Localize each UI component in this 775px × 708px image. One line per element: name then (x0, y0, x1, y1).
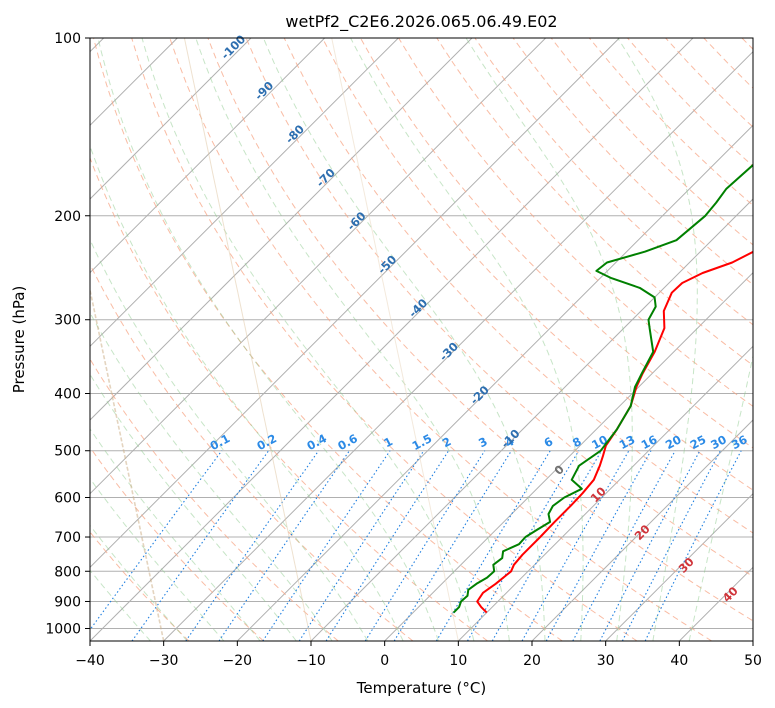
isotherm--100 (90, 38, 252, 200)
mixing-ratio-label: 13 (617, 432, 638, 452)
mixing-ratio-label: 30 (708, 432, 729, 452)
isotherm--80 (90, 38, 399, 348)
moist-adiabat-35 (617, 38, 698, 641)
mixing-ratio-line-12 (521, 450, 630, 641)
plot-area (90, 38, 753, 641)
x-axis-ticks: −40 −30 −20 −10 0 10 20 30 40 50 (75, 641, 762, 669)
moist-adiabat--15 (90, 373, 297, 641)
x-tick-label: 0 (380, 653, 389, 669)
mixing-ratio-line-5 (298, 450, 425, 641)
y-tick-label: 900 (54, 594, 81, 610)
dry-adiabat-40 (169, 38, 712, 641)
dry-adiabat-30 (131, 38, 638, 641)
mixing-ratio-line-0 (90, 450, 223, 631)
y-tick-label: 700 (54, 530, 81, 546)
isotherm-10 (457, 345, 753, 641)
dry-adiabat-60 (245, 38, 753, 578)
dewpoint-line (452, 163, 753, 614)
moist-adiabat-0 (90, 144, 404, 641)
x-tick-label: 20 (523, 653, 541, 669)
moist-adiabat--35 (90, 569, 151, 641)
mixing-ratio-line-4 (262, 450, 391, 641)
y-tick-label: 200 (54, 209, 81, 225)
dry-adiabat-120 (474, 38, 753, 326)
dry-adiabat-70 (283, 38, 753, 534)
moist-adiabat-40 (688, 353, 753, 641)
profile-curves (452, 163, 753, 614)
y-axis-ticks: 100 200 300 400 500 600 700 800 900 1000 (45, 31, 90, 637)
dry-adiabat--20 (90, 446, 264, 641)
isotherm--60 (90, 38, 547, 495)
moist-adiabat-20 (262, 38, 546, 641)
x-tick-label: 40 (670, 653, 688, 669)
y-tick-label: 300 (54, 313, 81, 329)
reference-arc-2 (331, 38, 459, 641)
isotherm-20 (531, 419, 753, 641)
mixing-ratio-label: 16 (639, 432, 660, 452)
isotherm--90 (90, 38, 326, 274)
mixing-ratio-line-8 (393, 450, 512, 641)
x-tick-label: 10 (449, 653, 467, 669)
x-tick-label: 30 (597, 653, 615, 669)
mixing-ratio-line-7 (364, 450, 486, 641)
mixing-ratio-line-11 (491, 450, 602, 641)
x-tick-label: −30 (149, 653, 179, 669)
mixing-ratio-label: 20 (663, 432, 684, 452)
isotherm--30 (163, 50, 753, 641)
moist-adiabat--5 (90, 238, 369, 641)
mixing-ratio-label: 25 (688, 432, 709, 452)
isotherm-50 (752, 640, 753, 641)
x-axis-label: Temperature (°C) (356, 679, 486, 697)
isotherm--50 (90, 38, 620, 569)
y-tick-label: 800 (54, 564, 81, 580)
y-tick-label: 400 (54, 387, 81, 403)
isotherm--20 (236, 124, 753, 641)
x-tick-label: −20 (223, 653, 253, 669)
dry-adiabat-50 (207, 38, 753, 622)
mixing-ratio-line-6 (325, 450, 450, 641)
moist-adiabat--30 (90, 524, 188, 641)
x-tick-label: −40 (75, 653, 105, 669)
dry-adiabat-0 (90, 263, 414, 641)
isotherm--70 (90, 38, 473, 421)
mixing-ratio-label: 36 (729, 432, 750, 452)
isotherm-0 (384, 271, 753, 641)
y-tick-label: 100 (54, 31, 81, 47)
background-reference-lines (90, 38, 753, 641)
dry-adiabat-20 (93, 38, 563, 641)
dry-adiabat--10 (90, 358, 339, 641)
reference-arc-1 (183, 38, 312, 641)
dry-adiabat-130 (512, 38, 753, 286)
y-tick-label: 600 (54, 490, 81, 506)
y-tick-label: 500 (54, 444, 81, 460)
x-tick-label: 50 (744, 653, 762, 669)
moist-adiabat--25 (90, 477, 225, 641)
isotherm--40 (90, 38, 694, 641)
mixing-ratio-line-17 (644, 450, 742, 641)
x-tick-label: −10 (296, 653, 326, 669)
plot-frame (89, 37, 754, 642)
mixing-ratio-line-1 (131, 450, 270, 641)
mixing-ratio-line-16 (621, 450, 721, 641)
reference-arc-0 (90, 286, 165, 641)
y-tick-label: 1000 (45, 621, 81, 637)
y-axis-label: Pressure (hPa) (10, 286, 28, 394)
mixing-ratio-line-2 (185, 450, 320, 641)
mixing-ratio-line-3 (218, 450, 350, 641)
moist-adiabat-5 (97, 38, 439, 641)
moist-adiabat-15 (195, 38, 510, 641)
isotherm-30 (605, 492, 753, 641)
dry-adiabat-80 (321, 38, 753, 491)
chart-title: wetPf2_C2E6.2026.065.06.49.E02 (285, 12, 557, 32)
mixing-ratio-line-13 (545, 450, 652, 641)
